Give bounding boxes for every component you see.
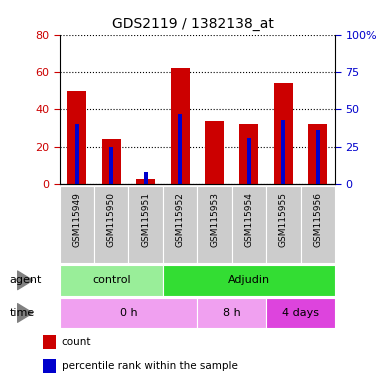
Bar xyxy=(163,186,197,263)
Bar xyxy=(205,121,224,184)
Bar xyxy=(197,186,232,263)
Text: 4 days: 4 days xyxy=(282,308,319,318)
Bar xyxy=(274,83,293,184)
Text: percentile rank within the sample: percentile rank within the sample xyxy=(62,361,238,371)
Bar xyxy=(60,265,163,296)
Text: 0 h: 0 h xyxy=(120,308,137,318)
Bar xyxy=(171,68,189,184)
Bar xyxy=(44,335,56,349)
Bar xyxy=(129,186,163,263)
Bar xyxy=(197,298,266,328)
Text: Adjudin: Adjudin xyxy=(228,275,270,285)
Text: control: control xyxy=(92,275,131,285)
Bar xyxy=(163,265,335,296)
Polygon shape xyxy=(17,303,33,323)
Text: GSM115954: GSM115954 xyxy=(244,192,253,247)
Bar xyxy=(102,139,121,184)
Text: GDS2119 / 1382138_at: GDS2119 / 1382138_at xyxy=(112,17,273,31)
Text: GSM115950: GSM115950 xyxy=(107,192,116,247)
Bar xyxy=(67,91,86,184)
Bar xyxy=(281,120,285,184)
Bar xyxy=(266,186,301,263)
Polygon shape xyxy=(17,271,33,290)
Bar xyxy=(239,124,258,184)
Bar xyxy=(60,186,94,263)
Bar xyxy=(75,124,79,184)
Bar xyxy=(266,298,335,328)
Text: GSM115949: GSM115949 xyxy=(72,192,81,247)
Bar xyxy=(60,298,197,328)
Text: count: count xyxy=(62,337,91,347)
Text: GSM115955: GSM115955 xyxy=(279,192,288,247)
Text: 8 h: 8 h xyxy=(223,308,241,318)
Bar xyxy=(178,114,182,184)
Text: time: time xyxy=(10,308,35,318)
Bar xyxy=(232,186,266,263)
Bar xyxy=(136,179,155,184)
Bar xyxy=(308,124,327,184)
Bar xyxy=(316,131,320,184)
Text: GSM115953: GSM115953 xyxy=(210,192,219,247)
Text: agent: agent xyxy=(10,275,42,285)
Text: GSM115951: GSM115951 xyxy=(141,192,150,247)
Text: GSM115956: GSM115956 xyxy=(313,192,322,247)
Bar xyxy=(301,186,335,263)
Text: GSM115952: GSM115952 xyxy=(176,192,185,247)
Bar xyxy=(94,186,129,263)
Bar xyxy=(44,359,56,372)
Bar xyxy=(247,138,251,184)
Bar xyxy=(109,147,113,184)
Bar xyxy=(144,172,148,184)
